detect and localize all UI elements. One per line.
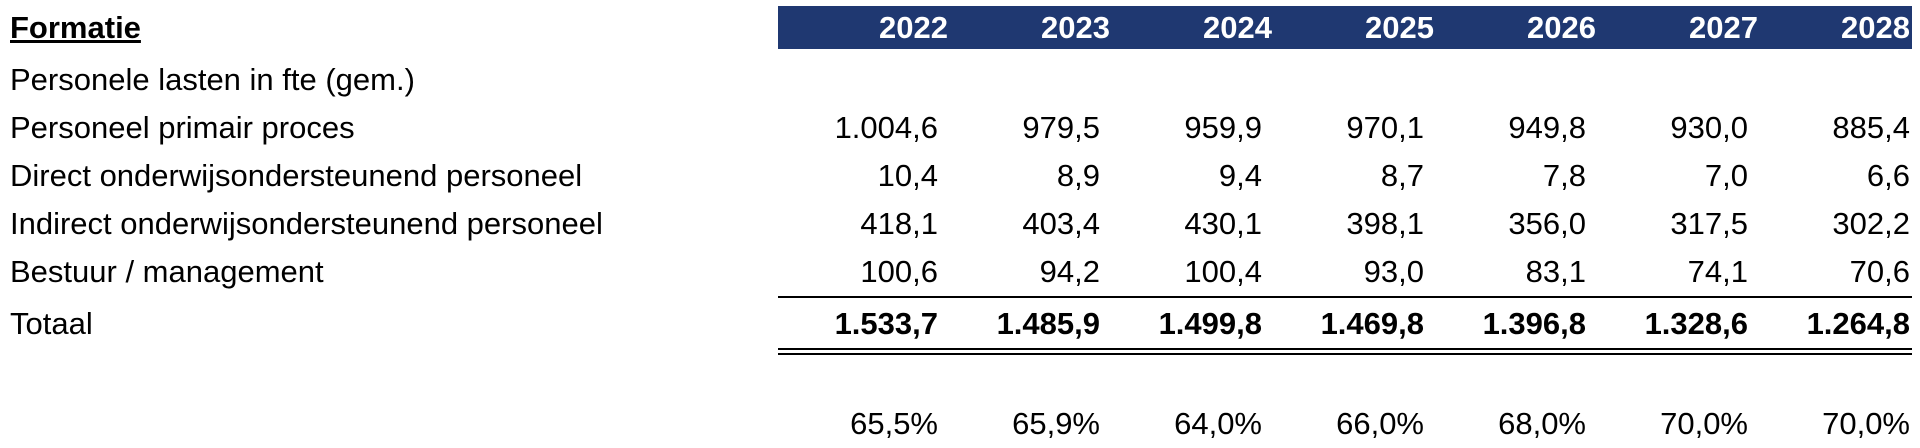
table-cell: 10,4 [877,158,938,193]
table-cell: 317,5 [1670,206,1748,241]
table-cell: 7,8 [1542,158,1586,193]
year-header: 2028 [1841,10,1910,45]
table-cell: 398,1 [1346,206,1424,241]
table-cell: 1.004,6 [834,110,938,145]
table-cell: 74,1 [1687,254,1748,289]
table-cell: 403,4 [1022,206,1100,241]
year-header: 2025 [1365,10,1434,45]
row-label: Indirect onderwijsondersteunend personee… [10,206,603,241]
percentage-cell: 66,0% [1336,406,1424,441]
table-cell: 979,5 [1022,110,1100,145]
table-cell: 83,1 [1525,254,1586,289]
percentage-cell: 70,0% [1822,406,1910,441]
section-label: Personele lasten in fte (gem.) [10,62,415,97]
percentage-cell: 70,0% [1660,406,1748,441]
year-header: 2023 [1041,10,1110,45]
row-label: Bestuur / management [10,254,324,289]
table-cell: 418,1 [860,206,938,241]
year-header: 2026 [1527,10,1596,45]
percentage-cell: 64,0% [1174,406,1262,441]
table-cell: 7,0 [1704,158,1748,193]
total-cell: 1.533,7 [834,306,938,341]
table-cell: 9,4 [1218,158,1262,193]
table-cell: 100,6 [860,254,938,289]
percentage-cell: 65,5% [850,406,938,441]
header-band [778,6,1912,49]
table-cell: 930,0 [1670,110,1748,145]
table-cell: 430,1 [1184,206,1262,241]
total-label: Totaal [10,306,93,341]
table-cell: 959,9 [1184,110,1262,145]
percentage-cell: 65,9% [1012,406,1100,441]
table-title: Formatie [10,10,141,45]
year-header: 2027 [1689,10,1758,45]
table-cell: 8,9 [1056,158,1100,193]
table-cell: 8,7 [1380,158,1424,193]
table-cell: 949,8 [1508,110,1586,145]
year-header: 2024 [1203,10,1272,45]
percentage-cell: 68,0% [1498,406,1586,441]
total-double-rule [778,348,1912,355]
table-cell: 94,2 [1039,254,1100,289]
total-cell: 1.499,8 [1158,306,1262,341]
table-cell: 100,4 [1184,254,1262,289]
table-cell: 356,0 [1508,206,1586,241]
table-cell: 302,2 [1832,206,1910,241]
table-cell: 70,6 [1849,254,1910,289]
total-cell: 1.469,8 [1320,306,1424,341]
row-label: Direct onderwijsondersteunend personeel [10,158,583,193]
total-cell: 1.328,6 [1644,306,1748,341]
row-label: Personeel primair proces [10,110,355,145]
year-header: 2022 [879,10,948,45]
table-cell: 93,0 [1363,254,1424,289]
total-cell: 1.485,9 [996,306,1100,341]
table-cell: 885,4 [1832,110,1910,145]
total-cell: 1.396,8 [1482,306,1586,341]
table-cell: 6,6 [1866,158,1910,193]
subtotal-rule [778,296,1912,298]
total-cell: 1.264,8 [1806,306,1910,341]
table-cell: 970,1 [1346,110,1424,145]
